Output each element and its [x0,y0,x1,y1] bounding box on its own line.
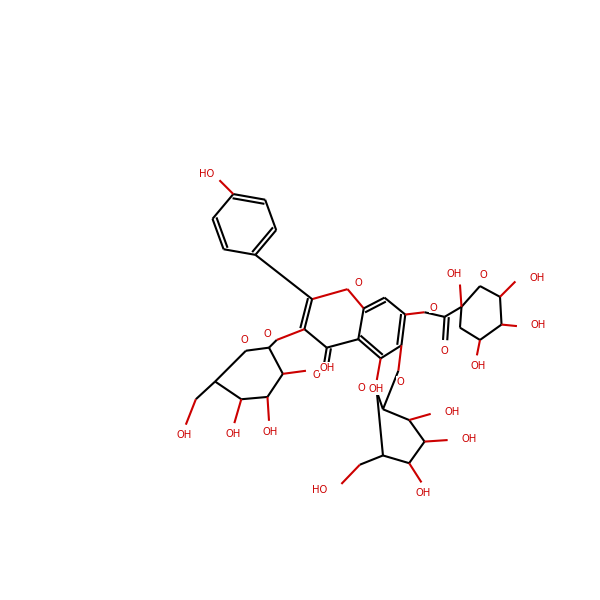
Text: O: O [358,383,365,392]
Text: O: O [440,346,448,356]
Text: O: O [355,278,362,288]
Text: HO: HO [312,485,328,495]
Text: O: O [263,329,271,339]
Text: HO: HO [199,169,215,179]
Text: OH: OH [461,434,477,443]
Text: OH: OH [225,429,241,439]
Text: OH: OH [176,430,192,440]
Text: O: O [396,377,404,386]
Text: O: O [480,270,488,280]
Text: O: O [313,370,320,380]
Text: OH: OH [415,488,431,498]
Text: OH: OH [529,274,545,283]
Text: OH: OH [368,384,383,394]
Text: OH: OH [531,320,546,329]
Text: O: O [241,335,248,345]
Text: OH: OH [446,269,461,279]
Text: O: O [430,302,437,313]
Text: OH: OH [471,361,486,371]
Text: OH: OH [445,407,460,418]
Text: OH: OH [320,362,335,373]
Text: OH: OH [263,427,278,437]
